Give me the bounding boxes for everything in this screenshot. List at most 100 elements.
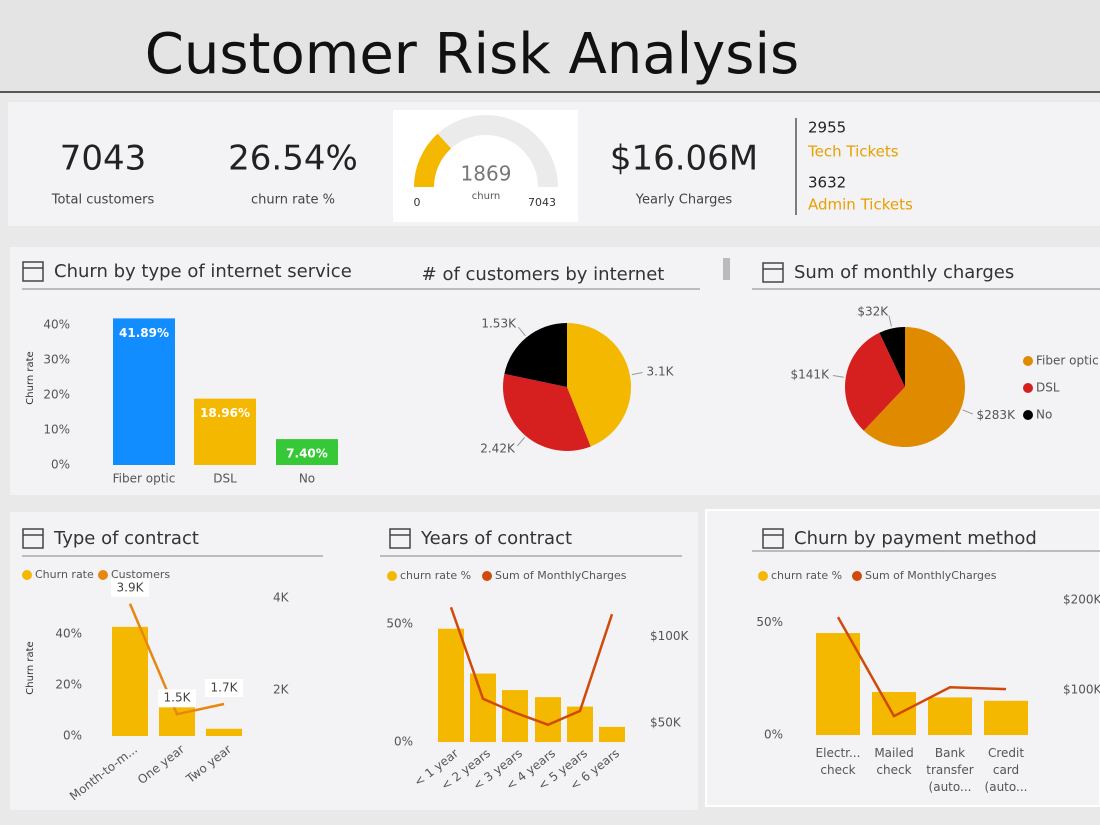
- bar: [206, 728, 242, 736]
- y2-tick-label: 2K: [273, 683, 290, 697]
- slice-label: 3.1K: [647, 364, 675, 378]
- bar: [276, 439, 338, 465]
- legend-label: No: [1036, 408, 1052, 422]
- legend-swatch: [758, 571, 768, 581]
- title-icon: [22, 528, 44, 549]
- kpi-value: $16.06M: [610, 139, 758, 179]
- slice-label: 2.42K: [480, 441, 516, 455]
- ticket-count: 3632: [808, 174, 846, 192]
- x-tick-label: Mailed check: [874, 746, 914, 777]
- y-tick-label: 40%: [55, 626, 82, 640]
- leader-line: [888, 315, 892, 327]
- legend-swatch: [482, 571, 492, 581]
- data-label: 3.9K: [117, 580, 145, 594]
- chart-title: # of customers by internet: [422, 264, 665, 285]
- gauge-track: [414, 115, 558, 187]
- bar: [872, 692, 916, 735]
- y2-tick-label: $100K: [1063, 683, 1100, 697]
- x-tick-label-box: Electr... check: [816, 746, 861, 777]
- slice-label: $283K: [977, 408, 1017, 422]
- leader-line: [631, 372, 643, 376]
- ticket-label: Admin Tickets: [808, 196, 913, 214]
- chart-title: Sum of monthly charges: [794, 262, 1014, 283]
- data-label-box: [158, 689, 196, 708]
- data-label-box: [205, 679, 243, 698]
- y2-tick-label: $100K: [650, 629, 690, 643]
- scroll-marker: [723, 258, 730, 280]
- pie-slice: [879, 327, 905, 387]
- line: [449, 606, 614, 727]
- pie-slice: [503, 373, 591, 452]
- y-tick-label: 40%: [43, 318, 70, 332]
- legend-label: Churn rate: [35, 568, 94, 581]
- data-label: 1.5K: [164, 691, 192, 705]
- y2-tick-label: $200K: [1063, 593, 1100, 607]
- title-icon: [762, 262, 784, 283]
- y-tick-label: 50%: [756, 615, 783, 629]
- x-tick-label-box: Bank transfer (auto...: [926, 746, 973, 794]
- bar: [438, 628, 464, 742]
- bar-value-label: 18.96%: [200, 406, 250, 420]
- bar: [112, 626, 148, 736]
- line: [128, 603, 225, 716]
- y-tick-label: 50%: [386, 617, 413, 631]
- bar: [567, 706, 593, 742]
- legend-label: DSL: [1036, 381, 1060, 395]
- bar: [816, 633, 860, 735]
- x-tick-label-box: Credit card (auto...: [984, 746, 1028, 794]
- slice-label: $141K: [791, 367, 831, 381]
- kpi-value: 26.54%: [228, 139, 358, 179]
- legend-swatch: [852, 571, 862, 581]
- bar: [194, 398, 256, 465]
- legend-label: Customers: [111, 568, 170, 581]
- chart-title: Churn by type of internet service: [54, 261, 352, 282]
- legend-swatch: [1023, 410, 1033, 420]
- slice-label: $32K: [857, 304, 889, 318]
- gauge-value: [414, 133, 452, 187]
- legend-swatch: [1023, 383, 1033, 393]
- leader-line: [832, 374, 844, 378]
- legend-swatch: [22, 570, 32, 580]
- gauge-value-label: 1869: [461, 162, 512, 186]
- pie-slice: [863, 327, 965, 447]
- title-icon: [762, 528, 784, 549]
- kpi-label: churn rate %: [251, 193, 335, 208]
- pie-slice: [504, 323, 567, 387]
- title-icon: [389, 528, 411, 549]
- y2-tick-label: $50K: [650, 716, 682, 730]
- bar: [113, 318, 175, 465]
- gauge-label: churn: [472, 191, 500, 202]
- y2-tick-label: 4K: [273, 591, 290, 605]
- x-tick-label: Credit card (auto...: [984, 746, 1028, 794]
- title-band: [0, 0, 1100, 92]
- legend-swatch: [1023, 356, 1033, 366]
- y-tick-label: 0%: [394, 735, 413, 749]
- data-label-box: [111, 578, 149, 597]
- kpi-label: Total customers: [51, 193, 155, 208]
- slice-label: 1.53K: [481, 317, 517, 331]
- legend-label: Sum of MonthlyCharges: [865, 569, 997, 582]
- panel: [705, 509, 1100, 807]
- gauge-min: 0: [414, 196, 421, 209]
- ticket-count: 2955: [808, 119, 846, 137]
- bar-value-label: 7.40%: [286, 447, 328, 461]
- pie-slice: [845, 332, 905, 431]
- page-title: Customer Risk Analysis: [145, 22, 799, 87]
- y-tick-label: 0%: [63, 729, 82, 743]
- bar: [535, 697, 561, 742]
- bar-value-label: 41.89%: [119, 326, 169, 340]
- y-tick-label: 0%: [51, 458, 70, 472]
- kpi-value: 7043: [60, 139, 147, 179]
- bar: [599, 726, 625, 742]
- x-tick-label: DSL: [213, 472, 237, 486]
- leader-line: [962, 409, 974, 415]
- line: [836, 616, 1007, 718]
- y-tick-label: 20%: [43, 388, 70, 402]
- pie-slice: [567, 323, 631, 447]
- y-axis-label: Churn rate: [25, 641, 36, 694]
- chart-title: Churn by payment method: [794, 528, 1037, 549]
- legend-swatch: [387, 571, 397, 581]
- chart-title: Years of contract: [420, 528, 572, 549]
- legend-label: churn rate %: [400, 569, 471, 582]
